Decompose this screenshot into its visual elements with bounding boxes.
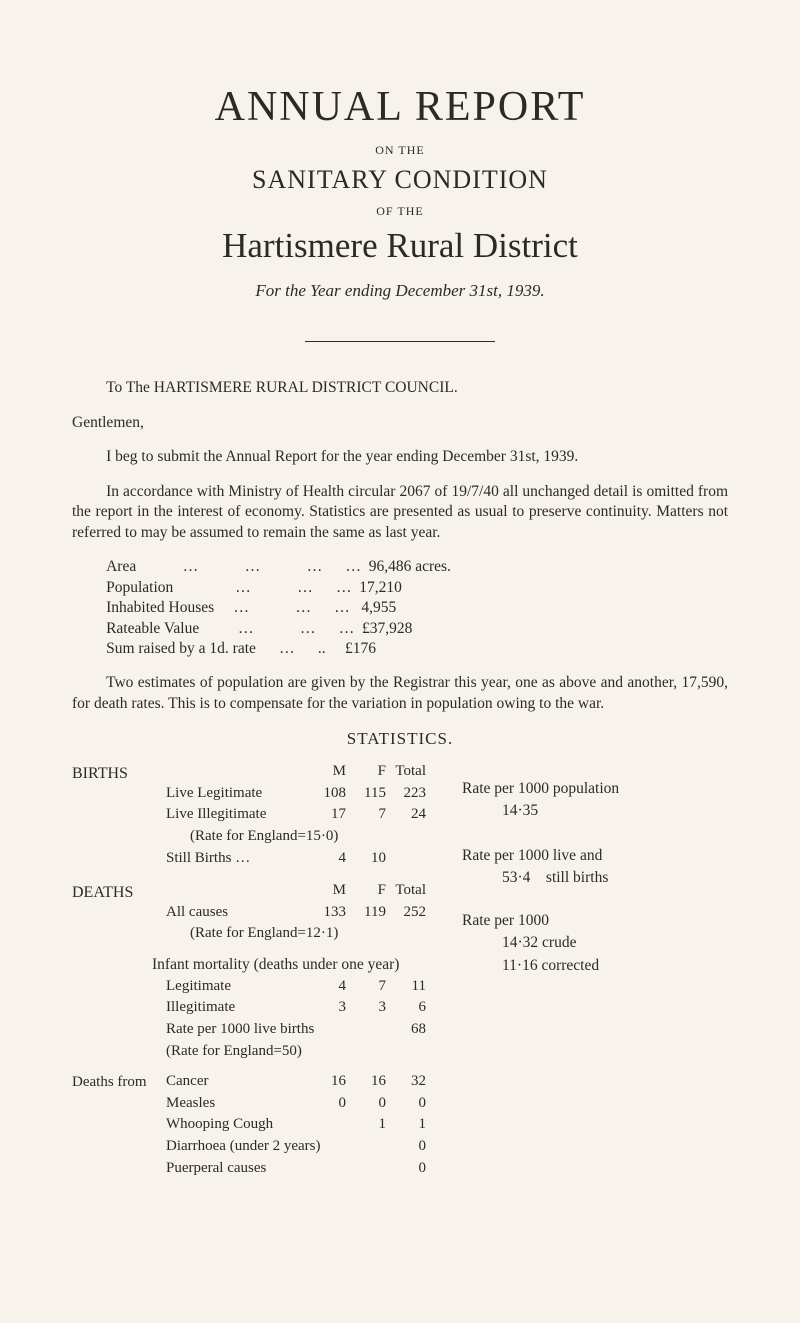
col-head-total: Total	[394, 761, 434, 783]
table-row: Illegitimate 3 3 6	[166, 997, 434, 1019]
paragraph-3: Two estimates of population are given by…	[72, 673, 728, 714]
rate-per-pop-value: 14·35	[502, 801, 728, 821]
stats-left-col: BIRTHS M F Total Live Legitimate 108 115…	[72, 761, 434, 1180]
table-row: Still Births … 4 10	[166, 848, 434, 870]
rate-per-1000-corr: 11·16 corrected	[502, 956, 728, 976]
col-head-m: M	[314, 761, 354, 783]
sanitary-heading: SANITARY CONDITION	[72, 163, 728, 197]
births-label: BIRTHS	[72, 763, 152, 784]
stats-right-col: Rate per 1000 population 14·35 Rate per …	[462, 761, 728, 1180]
table-row: Measles 0 0 0	[166, 1093, 434, 1115]
rate-per-1000: Rate per 1000	[462, 911, 728, 931]
statistics-columns: BIRTHS M F Total Live Legitimate 108 115…	[72, 761, 728, 1180]
rate-per-live: Rate per 1000 live and	[462, 846, 728, 866]
table-row: Live Legitimate 108 115 223	[166, 783, 434, 805]
horizontal-rule	[72, 328, 728, 348]
table-row: (Rate for England=12·1)	[166, 923, 434, 945]
col-head-f: F	[354, 761, 394, 783]
infant-label: Infant mortality (deaths under one year)	[152, 955, 434, 975]
paragraph-2: In accordance with Ministry of Health ci…	[72, 482, 728, 543]
table-row: Puerperal causes 0	[166, 1158, 434, 1180]
births-table: M F Total Live Legitimate 108 115 223 Li…	[166, 761, 434, 870]
table-row: Live Illegitimate 17 7 24	[166, 804, 434, 826]
deaths-table: M F Total All causes 133 119 252 (Rate f…	[166, 880, 434, 945]
area-row: Sum raised by a 1d. rate … .. £176	[106, 639, 728, 659]
table-row: Whooping Cough 1 1	[166, 1114, 434, 1136]
area-block: Area … … … … 96,486 acres. Population … …	[106, 557, 728, 659]
paragraph-1: I beg to submit the Annual Report for th…	[72, 447, 728, 467]
infant-table: Legitimate 4 7 11 Illegitimate 3 3 6 Rat…	[166, 976, 434, 1063]
deaths-from-table: Cancer 16 16 32 Measles 0 0 0 Whooping C…	[166, 1071, 434, 1180]
rate-per-1000-crude: 14·32 crude	[502, 933, 728, 953]
district-heading: Hartismere Rural District	[72, 223, 728, 269]
salutation: Gentlemen,	[72, 413, 728, 433]
area-row: Rateable Value … … … £37,928	[106, 619, 728, 639]
table-row: (Rate for England=50)	[166, 1041, 434, 1063]
rate-per-pop: Rate per 1000 population	[462, 779, 728, 799]
subtitle-on: ON THE	[72, 143, 728, 159]
table-row: All causes 133 119 252	[166, 902, 434, 924]
area-row: Population … … … 17,210	[106, 578, 728, 598]
deaths-from-label: Deaths from	[72, 1073, 152, 1093]
table-row: (Rate for England=15·0)	[166, 826, 434, 848]
rate-per-live-value: 53·4 still births	[502, 868, 728, 888]
to-line: To The HARTISMERE RURAL DISTRICT COUNCIL…	[72, 378, 728, 398]
table-row: Rate per 1000 live births 68	[166, 1019, 434, 1041]
statistics-title: STATISTICS.	[72, 728, 728, 750]
main-title: ANNUAL REPORT	[72, 80, 728, 135]
subtitle-of: OF THE	[72, 204, 728, 220]
deaths-label: DEATHS	[72, 882, 152, 903]
for-year-line: For the Year ending December 31st, 1939.	[72, 280, 728, 302]
table-row: Diarrhoea (under 2 years) 0	[166, 1136, 434, 1158]
table-row: Legitimate 4 7 11	[166, 976, 434, 998]
area-row: Area … … … … 96,486 acres.	[106, 557, 728, 577]
area-row: Inhabited Houses … … … 4,955	[106, 598, 728, 618]
table-row: Cancer 16 16 32	[166, 1071, 434, 1093]
